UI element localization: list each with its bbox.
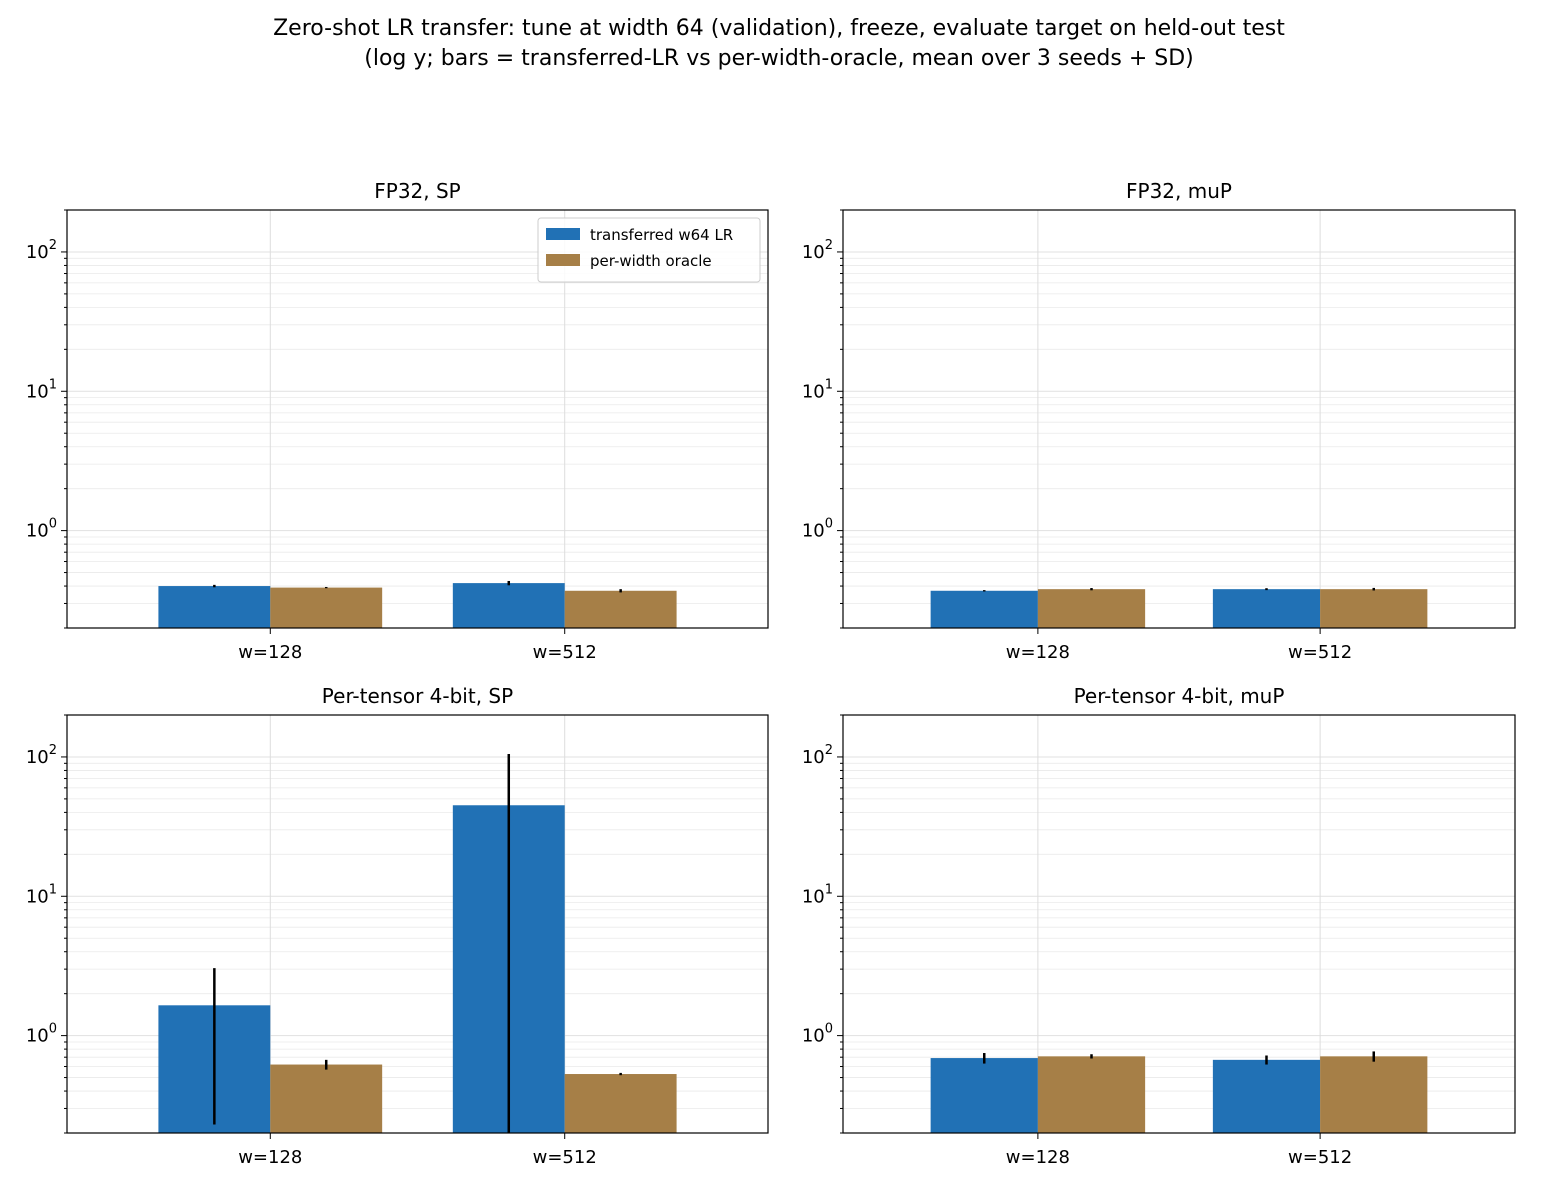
- x-tick-label: w=128: [238, 642, 302, 663]
- axes-frame: [842, 714, 1516, 1134]
- bar-oracle-0: [270, 1064, 383, 1133]
- bar-transferred-1: [1212, 1059, 1321, 1133]
- figure-title-line-2: (log y; bars = transferred-LR vs per-wid…: [364, 46, 1194, 71]
- legend-swatch-oracle: [546, 254, 580, 266]
- y-tick-label: 100: [802, 1022, 833, 1047]
- grid: [67, 209, 768, 629]
- y-tick-label: 101: [802, 377, 833, 402]
- bar-transferred-0: [930, 1058, 1038, 1133]
- y-tick-label: 102: [26, 238, 57, 263]
- y-tick-label: 101: [26, 882, 57, 907]
- legend: transferred w64 LR per-width oracle: [537, 217, 761, 283]
- panel-title: Per-tensor 4-bit, muP: [1074, 684, 1285, 708]
- axes-frame: [842, 209, 1516, 629]
- panel-3: 100 101 102 w=128 w=512 Per-tensor 4-bit, SP: [26, 684, 769, 1168]
- y-tick-label: 100: [26, 517, 57, 542]
- y-tick-label: 102: [26, 743, 57, 768]
- panel-title: Per-tensor 4-bit, SP: [322, 684, 513, 708]
- axes-frame: [66, 209, 769, 629]
- x-tick-label: w=128: [1006, 642, 1070, 663]
- grid: [843, 209, 1515, 629]
- axes-frame: [66, 714, 769, 1134]
- bar-oracle-0: [1037, 589, 1146, 628]
- x-tick-label: w=128: [238, 1147, 302, 1168]
- bar-oracle-1: [564, 1074, 677, 1133]
- y-tick-label: 101: [26, 377, 57, 402]
- panel-title: FP32, SP: [374, 179, 460, 203]
- x-tick-label: w=128: [1006, 1147, 1070, 1168]
- panel-4: 100 101 102 w=128 w=512 Per-tensor 4-bit, muP: [802, 684, 1516, 1168]
- legend-label-transferred: transferred w64 LR: [590, 226, 733, 244]
- bar-oracle-1: [564, 590, 677, 628]
- panel-title: FP32, muP: [1126, 179, 1232, 203]
- bar-oracle-0: [270, 587, 383, 628]
- bar-transferred-0: [158, 586, 271, 628]
- bar-transferred-1: [1212, 589, 1321, 628]
- y-tick-label: 100: [802, 517, 833, 542]
- x-tick-label: w=512: [533, 1147, 597, 1168]
- legend-box: [537, 217, 761, 283]
- bar-oracle-1: [1320, 589, 1428, 628]
- x-tick-label: w=512: [533, 642, 597, 663]
- legend-label-oracle: per-width oracle: [590, 252, 712, 270]
- y-tick-label: 102: [802, 743, 833, 768]
- y-tick-label: 101: [802, 882, 833, 907]
- bar-transferred-1: [452, 583, 565, 628]
- legend-swatch-transferred: [546, 228, 580, 240]
- panel-1: 100 101 102 w=128 w=512 FP32, SP transferred w…: [26, 179, 769, 663]
- bar-oracle-0: [1037, 1056, 1146, 1133]
- bar-transferred-0: [930, 590, 1038, 628]
- bar-oracle-1: [1320, 1056, 1428, 1133]
- y-tick-label: 102: [802, 238, 833, 263]
- panel-2: 100 101 102 w=128 w=512 FP32, muP: [802, 179, 1516, 663]
- x-tick-label: w=512: [1288, 1147, 1352, 1168]
- x-tick-label: w=512: [1288, 642, 1352, 663]
- y-tick-label: 100: [26, 1022, 57, 1047]
- figure-title-line-1: Zero-shot LR transfer: tune at width 64 …: [273, 16, 1285, 41]
